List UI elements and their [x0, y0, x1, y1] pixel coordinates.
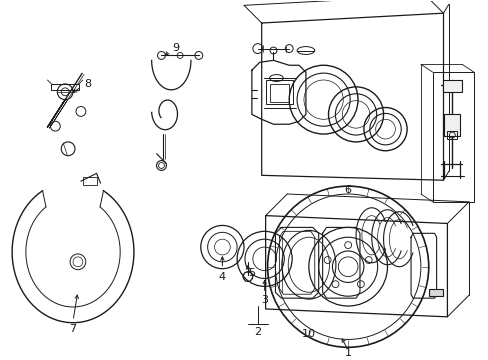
- Text: 3: 3: [261, 295, 267, 305]
- Bar: [428, 289, 442, 296]
- Text: 8: 8: [84, 79, 91, 89]
- Bar: [51, 84, 79, 90]
- Bar: [447, 131, 456, 139]
- Bar: [444, 114, 459, 136]
- Bar: [442, 80, 461, 92]
- Text: 5: 5: [248, 267, 255, 278]
- Text: 10: 10: [301, 329, 315, 338]
- Bar: [269, 84, 288, 102]
- Text: 6: 6: [344, 185, 351, 195]
- Bar: [82, 177, 97, 185]
- Bar: [265, 80, 292, 104]
- Bar: [432, 72, 473, 202]
- Text: 9: 9: [172, 42, 180, 53]
- Text: 2: 2: [254, 327, 261, 337]
- Text: 7: 7: [69, 324, 77, 334]
- Text: 4: 4: [218, 271, 225, 282]
- Text: 1: 1: [344, 348, 351, 358]
